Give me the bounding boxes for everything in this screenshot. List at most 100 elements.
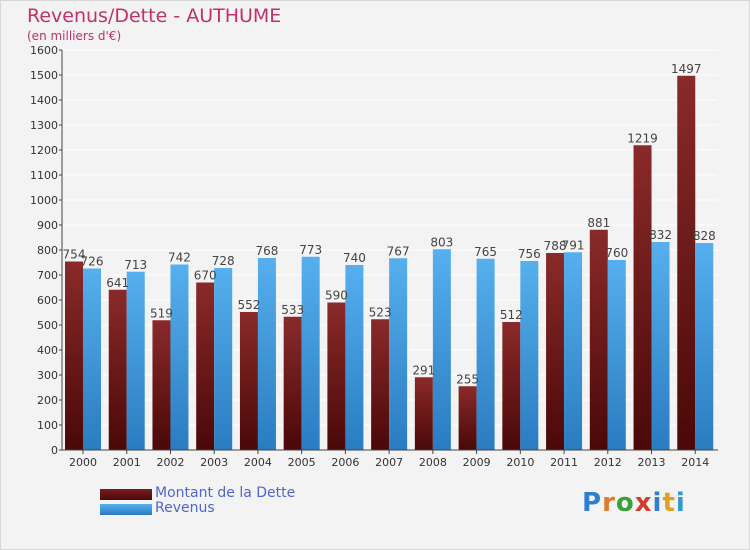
bar-revenue — [257, 258, 276, 450]
bar-debt — [152, 320, 171, 450]
legend-swatch-debt — [100, 489, 152, 500]
bar-revenue — [432, 249, 451, 450]
x-tick-label: 2007 — [375, 456, 403, 469]
logo-letter: t — [662, 488, 676, 518]
y-tick-label: 1000 — [30, 194, 58, 207]
bar-debt — [677, 75, 696, 450]
bar-revenue — [345, 265, 364, 450]
chart-subtitle: (en milliers d'€) — [27, 29, 122, 43]
bar-debt — [283, 316, 302, 450]
y-tick-label: 1500 — [30, 69, 58, 82]
bar-revenue — [83, 268, 101, 450]
data-label-debt: 291 — [412, 363, 435, 377]
data-label-revenue: 773 — [299, 243, 322, 257]
logo-letter: x — [634, 488, 653, 518]
bar-debt — [108, 289, 127, 450]
x-tick-label: 2005 — [288, 456, 316, 469]
x-tick-label: 2012 — [594, 456, 622, 469]
x-tick-label: 2014 — [681, 456, 709, 469]
y-tick-label: 300 — [37, 369, 58, 382]
data-label-revenue: 726 — [81, 255, 104, 269]
bar-revenue — [564, 252, 583, 450]
y-tick-label: 800 — [37, 244, 58, 257]
data-label-revenue: 740 — [343, 251, 366, 265]
data-label-revenue: 767 — [387, 244, 410, 258]
proxiti-logo: Proxiti — [582, 488, 686, 518]
data-label-debt: 641 — [106, 276, 129, 290]
x-tick-label: 2004 — [244, 456, 272, 469]
bar-revenue — [695, 243, 714, 450]
bar-debt — [239, 312, 258, 450]
y-tick-label: 400 — [37, 344, 58, 357]
data-label-revenue: 768 — [255, 244, 278, 258]
data-label-revenue: 828 — [693, 229, 716, 243]
y-tick-label: 1600 — [30, 44, 58, 57]
bar-revenue — [126, 271, 145, 450]
y-tick-label: 1100 — [30, 169, 58, 182]
bar-debt — [589, 229, 608, 450]
y-tick-label: 200 — [37, 394, 58, 407]
x-tick-label: 2013 — [638, 456, 666, 469]
legend-label-debt: Montant de la Dette — [155, 485, 296, 501]
data-label-debt: 1219 — [627, 131, 658, 145]
y-tick-label: 700 — [37, 269, 58, 282]
legend-swatch-revenue — [100, 504, 152, 515]
bar-revenue — [607, 260, 626, 450]
x-tick-label: 2001 — [113, 456, 141, 469]
x-tick-label: 2000 — [69, 456, 97, 469]
data-label-debt: 523 — [369, 305, 392, 319]
bar-debt — [371, 319, 390, 450]
bar-debt — [414, 377, 433, 450]
data-label-revenue: 791 — [562, 238, 585, 252]
data-label-revenue: 803 — [430, 235, 453, 249]
bar-revenue — [170, 264, 189, 450]
chart-title: Revenus/Dette - AUTHUME — [27, 5, 282, 27]
data-label-revenue: 765 — [474, 245, 497, 259]
x-tick-label: 2008 — [419, 456, 447, 469]
logo-letter: i — [652, 488, 663, 518]
bar-debt — [633, 145, 652, 450]
x-tick-label: 2010 — [506, 456, 534, 469]
bar-debt — [458, 386, 477, 450]
x-tick-label: 2003 — [200, 456, 228, 469]
logo-letter: P — [582, 488, 603, 518]
y-tick-label: 1400 — [30, 94, 58, 107]
bar-revenue — [476, 258, 495, 450]
y-tick-label: 600 — [37, 294, 58, 307]
data-label-debt: 512 — [500, 308, 523, 322]
bar-debt — [502, 322, 521, 450]
y-tick-label: 100 — [37, 419, 58, 432]
bar-debt — [546, 253, 565, 450]
data-label-debt: 881 — [587, 216, 610, 230]
data-label-debt: 255 — [456, 372, 479, 386]
data-label-debt: 754 — [63, 248, 86, 262]
y-tick-label: 900 — [37, 219, 58, 232]
bar-debt — [196, 282, 215, 450]
y-tick-label: 1200 — [30, 144, 58, 157]
data-label-revenue: 713 — [124, 258, 147, 272]
logo-letter: i — [675, 488, 686, 518]
data-label-debt: 670 — [194, 269, 217, 283]
data-label-revenue: 832 — [649, 228, 672, 242]
data-label-debt: 1497 — [671, 62, 702, 76]
data-label-revenue: 728 — [212, 254, 235, 268]
data-label-debt: 519 — [150, 306, 173, 320]
data-label-debt: 788 — [544, 239, 567, 253]
logo-letter: r — [602, 488, 616, 518]
bar-revenue — [520, 261, 539, 450]
data-label-debt: 590 — [325, 289, 348, 303]
x-tick-label: 2009 — [463, 456, 491, 469]
bar-revenue — [301, 256, 320, 450]
y-tick-label: 0 — [51, 444, 58, 457]
x-tick-label: 2006 — [331, 456, 359, 469]
bar-debt — [327, 302, 346, 450]
x-tick-label: 2002 — [156, 456, 184, 469]
y-tick-label: 500 — [37, 319, 58, 332]
bar-revenue — [214, 268, 233, 450]
data-label-revenue: 756 — [518, 247, 541, 261]
logo-letter: o — [615, 488, 635, 518]
bar-revenue — [651, 242, 670, 450]
bar-revenue — [389, 258, 408, 450]
data-label-debt: 552 — [237, 298, 260, 312]
